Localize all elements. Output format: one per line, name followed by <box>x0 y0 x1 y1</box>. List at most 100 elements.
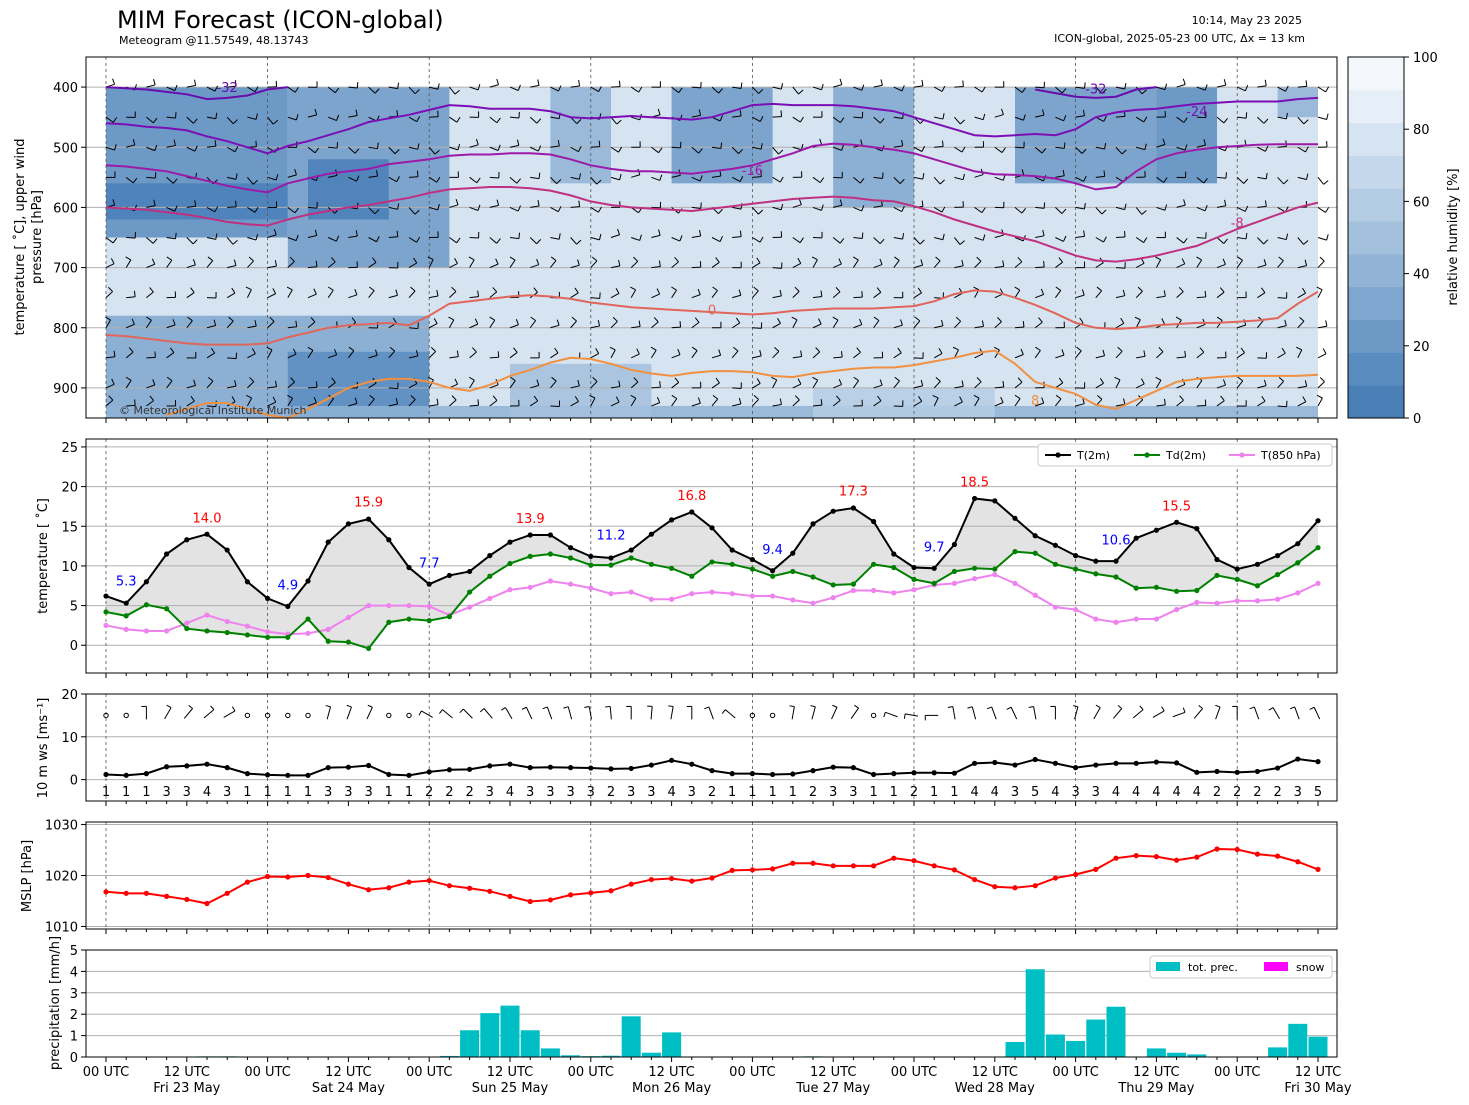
wind-barb <box>449 356 459 359</box>
wind-barb <box>247 353 256 359</box>
wind-barb <box>570 401 579 407</box>
wind-barb <box>691 294 701 299</box>
wind-barb <box>509 380 516 389</box>
data-point <box>1113 760 1119 766</box>
wind-barb-flag <box>207 256 214 262</box>
wind-barb <box>267 234 277 238</box>
data-point <box>164 606 170 612</box>
wind-barb-flag <box>861 205 865 212</box>
wind-barb-flag <box>759 116 764 122</box>
wind-barb <box>1297 237 1304 245</box>
data-point <box>1315 866 1321 872</box>
data-point <box>123 626 129 632</box>
wind-barb <box>994 349 1000 359</box>
wind-barb-flag <box>630 286 636 291</box>
wind-barb <box>1135 383 1145 389</box>
wind-barb-flag <box>1326 234 1329 241</box>
wind-barb <box>307 402 317 407</box>
wind-barb <box>893 206 903 212</box>
wind-barb <box>1095 207 1103 215</box>
wind-barb-flag <box>286 286 293 291</box>
wind-barb <box>1176 356 1186 359</box>
wind-barb <box>348 350 355 359</box>
wind-barb-flag <box>1316 394 1323 399</box>
wind-barb <box>974 237 984 241</box>
wind-barb-flag <box>1263 118 1269 124</box>
wind-barb <box>1014 261 1023 268</box>
y-tick-label: 5 <box>70 600 78 615</box>
data-point <box>770 866 776 872</box>
wind-barb-flag <box>293 348 297 355</box>
data-point <box>325 874 331 881</box>
wind-barb-flag <box>456 237 461 244</box>
wind-barb <box>772 86 782 90</box>
wind-barb <box>368 382 377 389</box>
wind-barb-flag <box>416 236 421 243</box>
precip-bar <box>641 1052 661 1057</box>
wind-barb <box>650 706 653 720</box>
wind-barb <box>853 324 862 329</box>
wind-barb-flag <box>718 88 723 94</box>
wind-barb <box>651 146 659 154</box>
wind-barb-flag <box>1006 706 1012 710</box>
data-point <box>487 573 493 579</box>
wind-barb-flag <box>914 316 921 322</box>
wind-barb <box>388 387 398 390</box>
wind-barb <box>1237 237 1247 240</box>
humidity-region <box>106 405 1318 418</box>
wind-barb <box>307 350 314 359</box>
wind-barb <box>429 86 439 90</box>
wind-barb-flag <box>879 258 883 265</box>
wind-barb-flag <box>712 394 719 400</box>
wind-barb-flag <box>800 143 804 150</box>
wind-barb-flag <box>715 377 720 384</box>
wind-barb-flag <box>1102 349 1106 356</box>
wind-barb-flag <box>152 379 156 386</box>
wind-barb <box>388 403 398 407</box>
wind-barb-flag <box>658 229 661 236</box>
data-point <box>992 498 998 504</box>
colorbar-band <box>1348 385 1404 419</box>
wind-barb-flag <box>1063 142 1066 149</box>
humidity-region <box>1156 87 1217 184</box>
beaufort-label: 4 <box>1193 785 1201 800</box>
wind-barb-flag <box>981 320 984 327</box>
wind-barb <box>913 292 922 299</box>
wind-barb <box>307 206 318 209</box>
wind-barb-flag <box>369 394 375 400</box>
wind-barb-flag <box>835 287 841 293</box>
data-point <box>265 772 271 778</box>
wind-barb <box>408 355 418 359</box>
wind-barb-flag <box>1179 395 1184 401</box>
wind-barb <box>1095 262 1104 269</box>
isotherm-label: -16 <box>742 164 763 179</box>
wind-barb <box>953 349 959 359</box>
wind-barb-flag <box>356 175 360 182</box>
precip-bar <box>1086 1019 1106 1057</box>
wind-barb <box>791 706 795 720</box>
beaufort-label: 4 <box>1112 785 1120 800</box>
wind-barb-flag <box>1222 258 1226 265</box>
wind-barb <box>711 290 718 298</box>
wind-barb <box>550 86 559 92</box>
wind-barb <box>1135 262 1145 269</box>
wind-barb-flag <box>794 286 800 292</box>
beaufort-label: 2 <box>425 785 433 800</box>
wind-barb <box>489 291 498 299</box>
wind-barb <box>974 116 984 121</box>
data-point <box>265 634 271 640</box>
data-point <box>749 566 756 572</box>
wind-barb <box>206 206 216 213</box>
wind-barb <box>287 289 293 298</box>
wind-barb <box>752 327 762 329</box>
calm-marker <box>386 712 392 719</box>
wind-barb-flag <box>780 83 784 90</box>
wind-barb <box>1317 86 1326 93</box>
wind-barb <box>630 86 639 93</box>
data-point <box>972 495 978 502</box>
data-point <box>366 887 372 893</box>
day-label: Mon 26 May <box>632 1081 711 1096</box>
wind-barb-flag <box>1081 148 1087 154</box>
wind-barb <box>792 262 802 269</box>
wind-barb <box>913 176 923 180</box>
